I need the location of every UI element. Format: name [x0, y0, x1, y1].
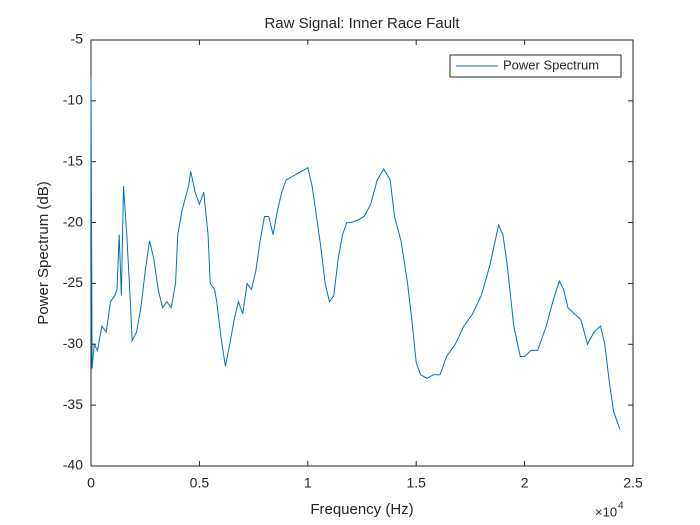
legend-box [449, 54, 622, 78]
x-tick-label: 2.5 [623, 475, 643, 491]
x-tick-label: 1.5 [406, 475, 426, 491]
x-multiplier: ×10 [595, 504, 617, 519]
x-tick-label: 0 [87, 475, 95, 491]
y-tick-label: -30 [63, 335, 83, 351]
y-tick-label: -40 [63, 457, 83, 473]
y-tick-label: -10 [63, 92, 83, 108]
y-tick-label: -15 [63, 152, 83, 168]
line-series [90, 76, 621, 430]
y-tick-label: -20 [63, 213, 83, 229]
x-tick-label: 2 [521, 475, 529, 491]
y-axis-label: Power Spectrum (dB) [35, 181, 52, 324]
y-tick-label: -5 [71, 31, 84, 47]
y-tick-label: -35 [63, 396, 83, 412]
legend-label: Power Spectrum [503, 57, 599, 72]
y-tick-label: -25 [63, 274, 83, 290]
x-tick-label: 1 [304, 475, 312, 491]
chart-title: Raw Signal: Inner Race Fault [264, 15, 460, 32]
x-tick-label: 0.5 [190, 475, 210, 491]
x-axis-label: Frequency (Hz) [310, 501, 413, 518]
x-multiplier-exponent: 4 [618, 501, 624, 512]
plot-frame [90, 39, 634, 467]
